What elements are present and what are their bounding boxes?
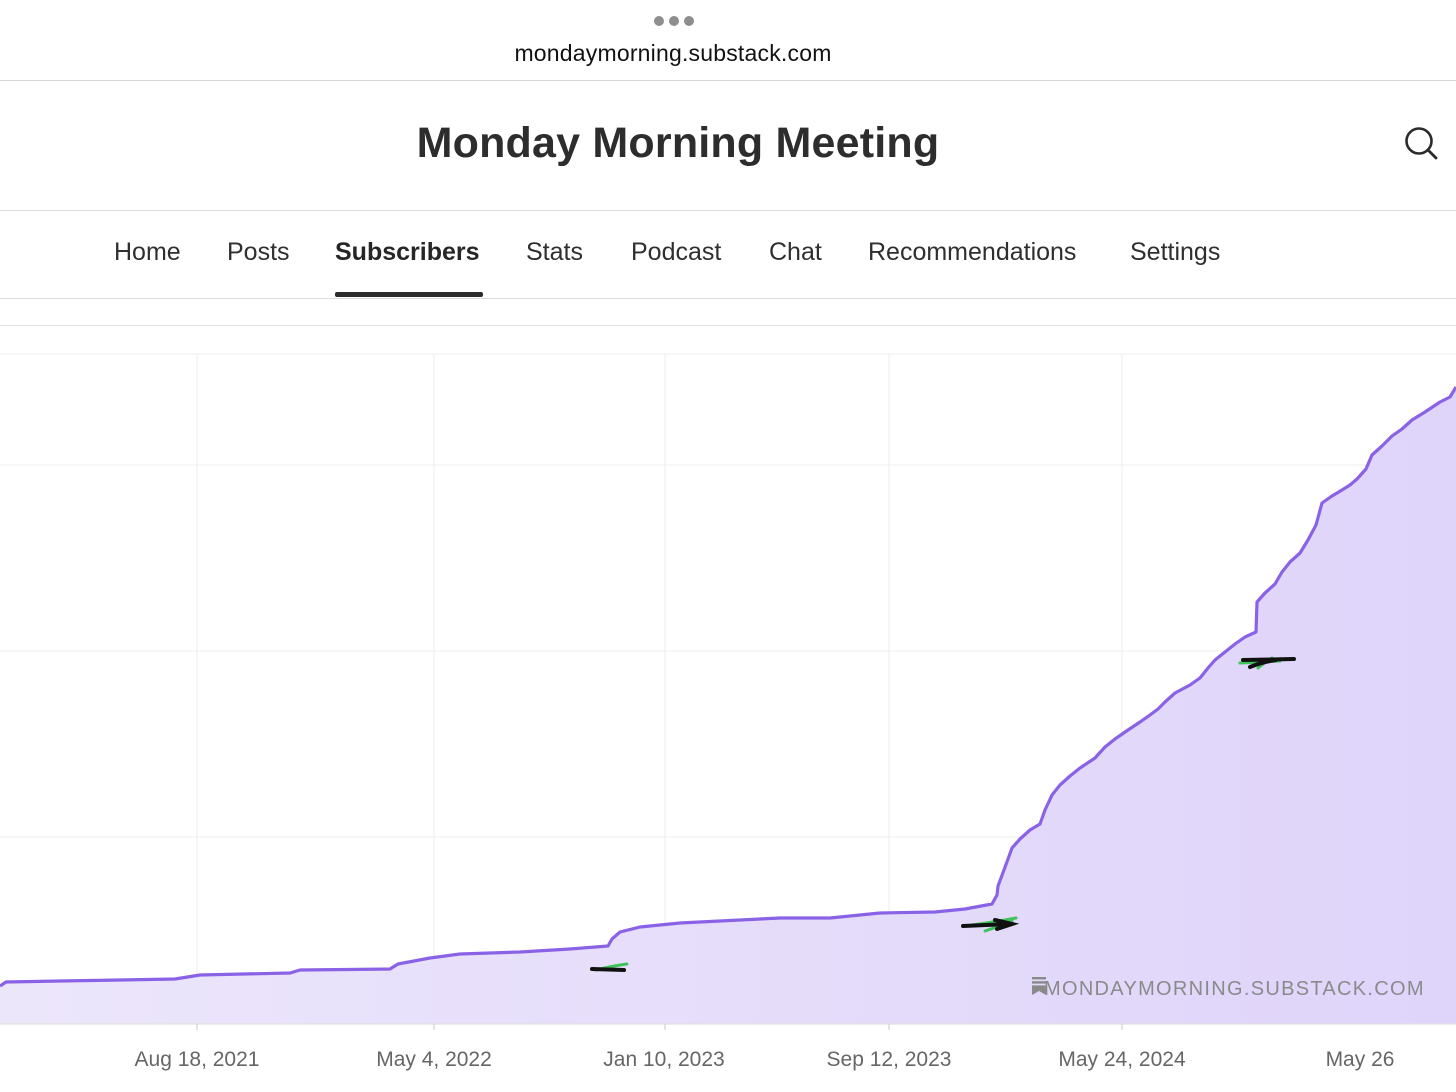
subscriber-area-fill <box>0 387 1456 1024</box>
tab-settings[interactable]: Settings <box>1130 238 1221 266</box>
active-tab-indicator <box>335 292 483 297</box>
hand-drawn-annotation-3 <box>1238 656 1296 670</box>
tab-home[interactable]: Home <box>114 238 181 266</box>
x-tick-label: Aug 18, 2021 <box>134 1048 260 1071</box>
tab-chat[interactable]: Chat <box>769 238 822 266</box>
tab-subscribers[interactable]: Subscribers <box>335 238 480 266</box>
hand-drawn-annotation-2 <box>961 916 1020 933</box>
more-horizontal-icon[interactable] <box>654 16 694 28</box>
x-tick-label: Jan 10, 2023 <box>603 1048 725 1071</box>
page-title[interactable]: Monday Morning Meeting <box>416 119 940 167</box>
url-text[interactable]: mondaymorning.substack.com <box>514 40 832 66</box>
tab-posts[interactable]: Posts <box>227 238 290 266</box>
publication-header: Monday Morning Meeting <box>0 81 1456 211</box>
chart-watermark: MONDAYMORNING.SUBSTACK.COM <box>1030 976 1425 1002</box>
hand-drawn-annotation-1 <box>590 962 629 972</box>
x-tick-label: May 26 <box>1325 1048 1395 1071</box>
subscriber-line <box>0 386 1456 988</box>
divider <box>0 325 1456 326</box>
browser-url-bar: mondaymorning.substack.com <box>0 0 1456 81</box>
x-tick-label: May 24, 2024 <box>1058 1048 1186 1071</box>
subscribers-chart[interactable]: Aug 18, 2021 May 4, 2022 Jan 10, 2023 Se… <box>0 340 1456 1092</box>
watermark-text: MONDAYMORNING.SUBSTACK.COM <box>1044 977 1425 1000</box>
tab-podcast[interactable]: Podcast <box>631 238 722 266</box>
substack-bookmark-icon <box>1032 977 1046 995</box>
dashboard-tabs: Home Posts Subscribers Stats Podcast Cha… <box>0 211 1456 299</box>
x-tick-label: May 4, 2022 <box>376 1048 492 1071</box>
tab-recommendations[interactable]: Recommendations <box>868 238 1077 266</box>
x-tick-label: Sep 12, 2023 <box>826 1048 952 1071</box>
subscribers-chart-svg <box>0 353 1456 1030</box>
search-icon[interactable] <box>1402 124 1440 162</box>
x-axis-ticks <box>196 1024 1123 1030</box>
tab-stats[interactable]: Stats <box>526 238 583 266</box>
